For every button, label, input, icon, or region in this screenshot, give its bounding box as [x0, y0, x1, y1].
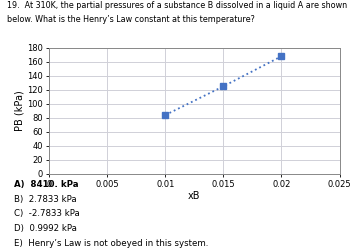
- Text: A)  8410. kPa: A) 8410. kPa: [14, 180, 78, 189]
- Text: B)  2.7833 kPa: B) 2.7833 kPa: [14, 195, 77, 204]
- X-axis label: xB: xB: [188, 191, 201, 201]
- Y-axis label: PB (kPa): PB (kPa): [14, 90, 24, 131]
- Text: below. What is the Henry’s Law constant at this temperature?: below. What is the Henry’s Law constant …: [7, 15, 255, 24]
- Text: 19.  At 310K, the partial pressures of a substance B dissolved in a liquid A are: 19. At 310K, the partial pressures of a …: [7, 1, 347, 10]
- Text: C)  -2.7833 kPa: C) -2.7833 kPa: [14, 209, 80, 218]
- Text: E)  Henry’s Law is not obeyed in this system.: E) Henry’s Law is not obeyed in this sys…: [14, 239, 208, 248]
- Text: D)  0.9992 kPa: D) 0.9992 kPa: [14, 224, 77, 233]
